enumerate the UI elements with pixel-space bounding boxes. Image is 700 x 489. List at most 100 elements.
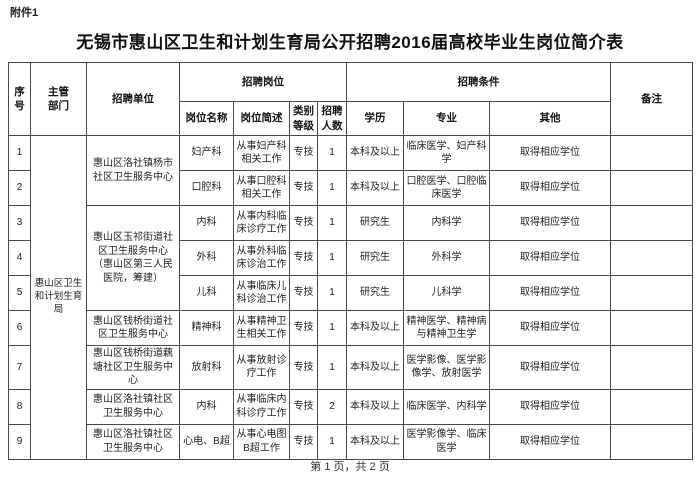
cell-major: 内科学 [403, 205, 490, 241]
cell-count: 1 [317, 170, 347, 206]
cell-unit: 惠山区钱桥街道社区卫生服务中心 [86, 310, 180, 346]
cell-education: 本科及以上 [346, 310, 404, 346]
cell-post-desc: 从事精神卫生相关工作 [233, 310, 290, 346]
cell-count: 1 [317, 275, 347, 311]
cell-remark [610, 345, 694, 390]
cell-count: 2 [317, 388, 347, 425]
cell-category: 专技 [289, 310, 318, 346]
cell-post-name: 内科 [179, 388, 234, 425]
header-count: 招聘人数 [317, 101, 347, 136]
cell-count: 1 [317, 135, 347, 171]
cell-education: 研究生 [346, 275, 404, 311]
table-header-row-2: 岗位名称 岗位简述 类别等级 招聘人数 学历 专业 其他 [9, 101, 693, 136]
cell-category: 专技 [289, 135, 318, 171]
cell-unit: 惠山区洛社镇杨市社区卫生服务中心 [86, 135, 180, 206]
cell-unit: 惠山区洛社镇社区卫生服务中心 [86, 388, 180, 425]
cell-unit: 惠山区钱桥街道藕塘社区卫生服务中心 [86, 345, 180, 390]
cell-post-desc: 从事妇产科相关工作 [233, 135, 290, 171]
header-other: 其他 [488, 101, 612, 136]
cell-post-desc: 从事临床内科诊疗工作 [233, 388, 290, 425]
cell-education: 本科及以上 [346, 135, 404, 171]
cell-serial: 3 [8, 205, 31, 241]
cell-remark [610, 170, 694, 206]
cell-other: 取得相应学位 [488, 345, 612, 390]
table-row: 9 惠山区洛社镇社区卫生服务中心 心电、B超 从事心电图B超工作 专技 1 本科… [8, 423, 694, 460]
cell-post-name: 外科 [179, 240, 234, 276]
cell-post-name: 放射科 [179, 345, 234, 390]
cell-post-name: 妇产科 [179, 135, 234, 171]
header-department-label: 主管部门 [47, 85, 69, 112]
header-category: 类别等级 [289, 101, 318, 136]
cell-education: 研究生 [346, 240, 404, 276]
cell-post-name: 心电、B超 [179, 423, 234, 460]
cell-other: 取得相应学位 [488, 170, 612, 206]
cell-category: 专技 [289, 275, 318, 311]
header-condition-group: 招聘条件 [345, 62, 612, 102]
page-number: 第 1 页，共 2 页 [310, 461, 390, 473]
cell-major: 儿科学 [403, 275, 490, 311]
cell-post-desc: 从事口腔科相关工作 [233, 170, 290, 206]
cell-category: 专技 [289, 170, 318, 206]
cell-major: 临床医学、妇产科学 [403, 135, 490, 171]
cell-remark [610, 205, 694, 241]
cell-department: 惠山区卫生和计划生育局 [30, 135, 87, 460]
cell-serial: 7 [8, 345, 31, 390]
header-post-desc: 岗位简述 [233, 101, 290, 136]
cell-post-desc: 从事外科临床诊治工作 [233, 240, 290, 276]
table-header-row-1: 序号 主管部门 招聘单位 招聘岗位 招聘条件 备注 [8, 62, 694, 136]
cell-major: 口腔医学、口腔临床医学 [403, 170, 490, 206]
table-row: 2 口腔科 从事口腔科相关工作 专技 1 本科及以上 口腔医学、口腔临床医学 取… [8, 170, 694, 206]
cell-other: 取得相应学位 [488, 135, 612, 171]
header-post-name: 岗位名称 [179, 101, 234, 136]
header-post-group: 招聘岗位 [179, 62, 347, 102]
table-row: 1 惠山区卫生和计划生育局 惠山区洛社镇杨市社区卫生服务中心 妇产科 从事妇产科… [8, 135, 694, 460]
cell-count: 1 [317, 205, 347, 241]
cell-remark [610, 135, 694, 171]
page-title: 无锡市惠山区卫生和计划生育局公开招聘2016届高校毕业生岗位简介表 [76, 33, 624, 52]
cell-post-desc: 从事放射诊疗工作 [233, 345, 290, 390]
cell-remark [610, 275, 694, 311]
header-department: 主管部门 [30, 62, 87, 136]
cell-other: 取得相应学位 [488, 423, 612, 460]
cell-unit: 惠山区玉祁街道社区卫生服务中心（惠山区第三人民医院，筹建） [86, 205, 180, 311]
table-row: 3 惠山区玉祁街道社区卫生服务中心（惠山区第三人民医院，筹建） 内科 从事内科临… [8, 205, 694, 311]
cell-major: 临床医学、内科学 [403, 388, 490, 425]
cell-remark [610, 240, 694, 276]
cell-count: 1 [317, 310, 347, 346]
cell-education: 本科及以上 [346, 388, 404, 425]
cell-remark [610, 423, 694, 460]
cell-unit: 惠山区洛社镇社区卫生服务中心 [86, 423, 180, 460]
cell-serial: 1 [8, 135, 31, 171]
cell-category: 专技 [289, 423, 318, 460]
cell-post-name: 内科 [179, 205, 234, 241]
header-remark: 备注 [610, 62, 694, 136]
cell-remark [610, 310, 694, 346]
cell-category: 专技 [289, 205, 318, 241]
cell-serial: 9 [8, 423, 31, 460]
cell-category: 专技 [289, 240, 318, 276]
header-major: 专业 [403, 101, 490, 136]
table-row: 7 惠山区钱桥街道藕塘社区卫生服务中心 放射科 从事放射诊疗工作 专技 1 本科… [8, 345, 694, 390]
cell-education: 本科及以上 [346, 423, 404, 460]
cell-serial: 4 [8, 240, 31, 276]
cell-major: 精神医学、精神病与精神卫生学 [403, 310, 490, 346]
header-unit: 招聘单位 [86, 62, 180, 136]
cell-count: 1 [317, 423, 347, 460]
cell-post-name: 精神科 [179, 310, 234, 346]
cell-serial: 6 [8, 310, 31, 346]
cell-post-desc: 从事心电图B超工作 [233, 423, 290, 460]
cell-major: 医学影像学、临床医学 [403, 423, 490, 460]
cell-post-name: 儿科 [179, 275, 234, 311]
cell-education: 本科及以上 [346, 170, 404, 206]
header-education: 学历 [346, 101, 404, 136]
cell-serial: 2 [8, 170, 31, 206]
header-serial: 序号 [8, 62, 31, 136]
cell-other: 取得相应学位 [488, 388, 612, 425]
cell-major: 医学影像、医学影像学、放射医学 [403, 345, 490, 390]
cell-post-name: 口腔科 [179, 170, 234, 206]
cell-major: 外科学 [403, 240, 490, 276]
cell-post-desc: 从事临床儿科诊治工作 [233, 275, 290, 311]
table-row: 5 儿科 从事临床儿科诊治工作 专技 1 研究生 儿科学 取得相应学位 [8, 275, 694, 311]
cell-category: 专技 [289, 345, 318, 390]
job-table: 序号 主管部门 招聘单位 招聘岗位 招聘条件 备注 岗位名称 岗位简述 类别等级… [8, 62, 694, 460]
